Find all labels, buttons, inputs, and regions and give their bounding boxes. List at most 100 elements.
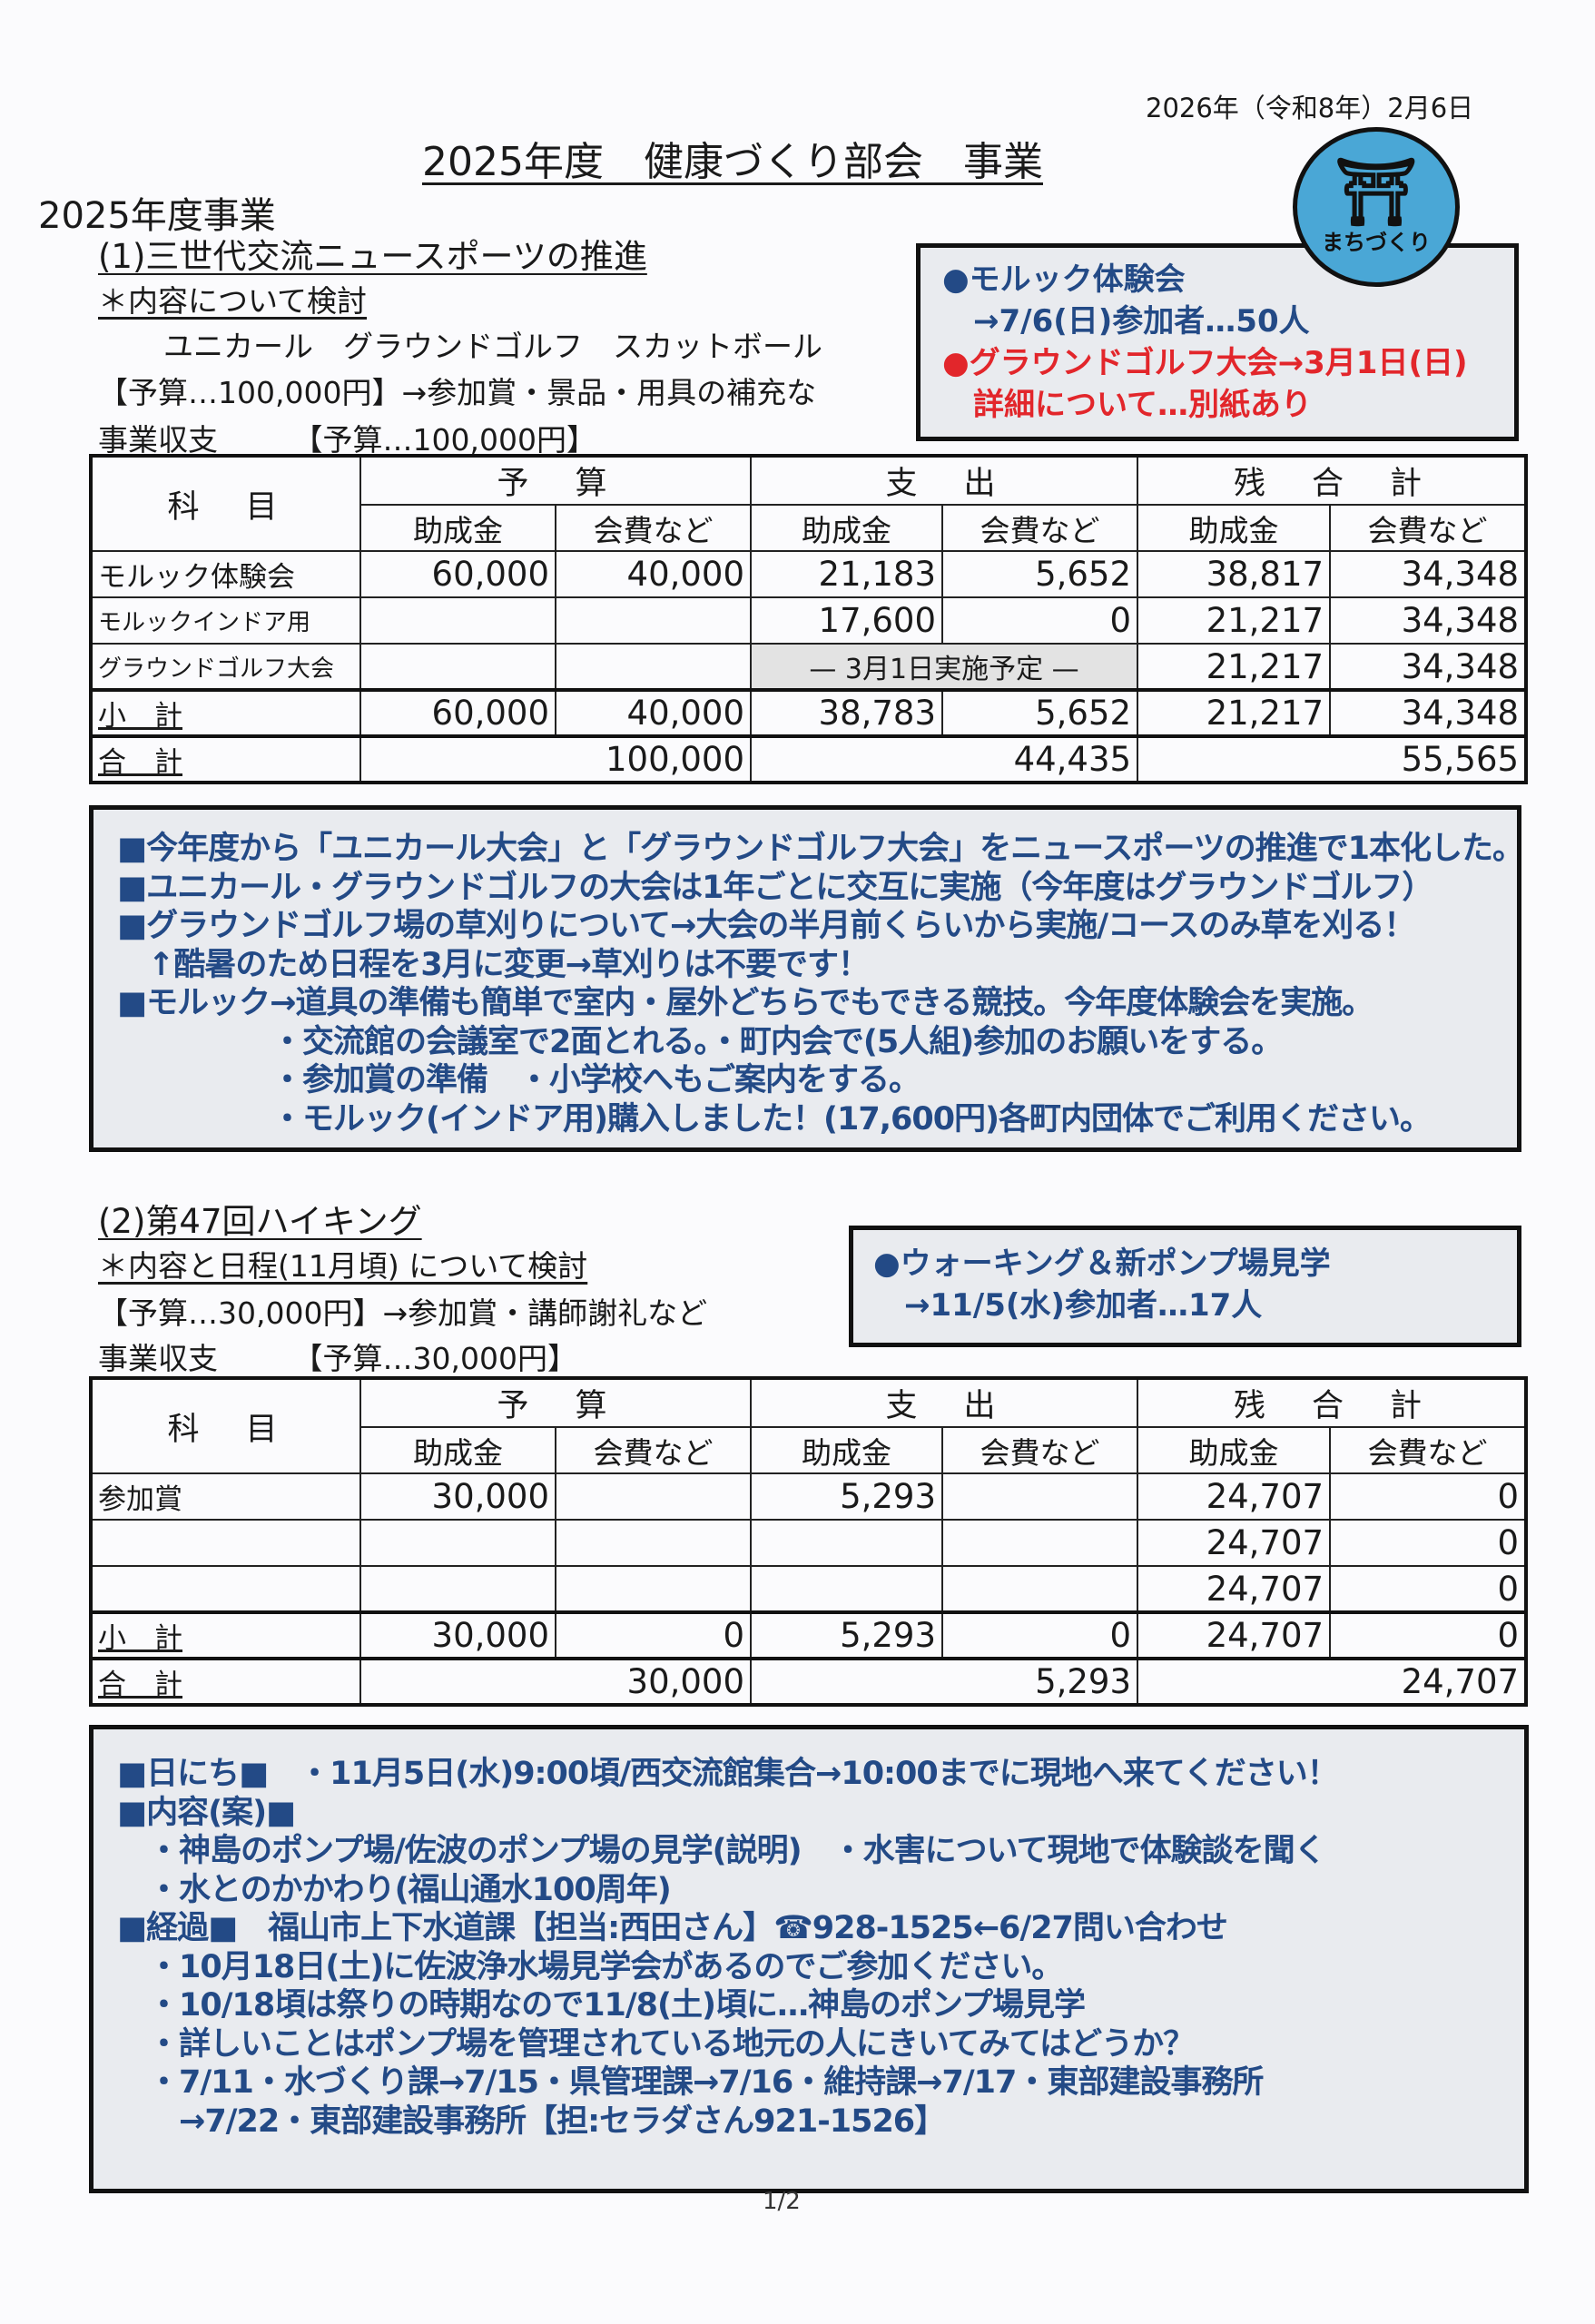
part2-heading: (2)第47回ハイキング	[98, 1202, 422, 1241]
table-cell: 0	[1329, 1565, 1528, 1613]
table-row: 助成金 会費など 助成金 会費など 助成金 会費など	[91, 504, 1528, 552]
part2-callout: ●ウォーキング＆新ポンプ場見学 →11/5(水)参加者…17人	[849, 1226, 1521, 1347]
table-cell: 24,707	[1137, 1519, 1332, 1567]
table-cell	[941, 1472, 1139, 1521]
part2-balance-table: 科 目予 算支 出残 合 計助成金 会費など 助成金 会費など 助成金 会費など 参加賞 30…	[89, 1376, 1529, 1707]
table-row: 科 目予 算支 出残 合 計	[90, 1377, 1528, 1474]
table-cell	[554, 1565, 753, 1613]
part1-balance-label: 事業収支 【予算…100,000円】	[98, 422, 596, 458]
header-expense: 支 出	[750, 1377, 1139, 1428]
table-row: 科 目予 算支 出残 合 計	[90, 455, 1528, 552]
header-subject: 科 目	[90, 455, 361, 552]
note-line: ↑酷暑のため日程を3月に変更→草刈りは不要です！	[117, 946, 870, 983]
note-line: ・10/18頃は祭りの時期なので11/8(土)頃に…神島のポンプ場見学	[117, 1987, 1086, 2024]
table-row: グラウンドゴルフ大会 — 3月1日実施予定 —21,217 34,348	[90, 643, 1528, 691]
header-expense: 支 出	[750, 455, 1139, 506]
header-fees: 会費など	[1329, 504, 1528, 552]
table-cell	[750, 1565, 944, 1613]
table-cell	[554, 1472, 753, 1521]
part2-budget-line: 【予算…30,000円】→参加賞・講師謝礼など	[98, 1295, 708, 1331]
table-cell: 21,217	[1137, 643, 1332, 691]
table-row: 24,707 0	[90, 1519, 1528, 1567]
table-cell	[359, 596, 556, 645]
note-line: ・水とのかかわり(福山通水100周年)	[117, 1871, 672, 1908]
table-cell: 21,217	[1137, 596, 1332, 645]
header-grant: 助成金	[750, 504, 944, 552]
row-label: モルックインドア用	[90, 596, 361, 645]
table-cell	[359, 1565, 556, 1613]
table-row: 合 計 100,000 44,435 55,565	[90, 734, 1528, 783]
subtotal-label: 小 計	[90, 1610, 361, 1659]
table-cell: 0	[1329, 1472, 1528, 1521]
table-row: 助成金 会費など 助成金 会費など 助成金 会費など	[91, 1426, 1528, 1474]
header-fees: 会費など	[1329, 1426, 1528, 1474]
subtotal-cell: 40,000	[554, 688, 753, 737]
subtotal-cell: 30,000	[359, 1610, 556, 1659]
table-cell	[359, 643, 556, 691]
table-cell: 34,348	[1329, 643, 1528, 691]
header-budget: 予 算	[359, 1377, 753, 1428]
row-label: 参加賞	[90, 1472, 361, 1521]
total-expense: 5,293	[750, 1657, 1139, 1706]
part2-sub: ＊内容と日程(11月頃) について検討	[98, 1248, 588, 1284]
part2-balance-label: 事業収支 【予算…30,000円】	[98, 1341, 577, 1376]
subtotal-cell: 24,707	[1137, 1610, 1332, 1659]
table-row: モルック体験会 60,000 40,000 21,183 5,652 38,817 34,3…	[90, 550, 1528, 598]
page-number: 1/2	[763, 2188, 801, 2215]
table-cell: 5,652	[941, 550, 1139, 598]
total-label: 合 計	[90, 734, 361, 783]
subtotal-label: 小 計	[90, 688, 361, 737]
row-label	[90, 1519, 361, 1567]
table-cell: 40,000	[554, 550, 753, 598]
table-cell	[941, 1519, 1139, 1567]
table-cell: 24,707	[1137, 1565, 1332, 1613]
header-grant: 助成金	[359, 1426, 556, 1474]
note-line: ■内容(案)■	[117, 1794, 296, 1831]
table-cell	[554, 1519, 753, 1567]
note-line: ■モルック→道具の準備も簡単で室内・屋外どちらでもできる競技。今年度体験会を実施…	[117, 985, 1373, 1021]
header-fees: 会費など	[941, 1426, 1139, 1474]
total-budget: 30,000	[359, 1657, 753, 1706]
callout-line: ●ウォーキング＆新ポンプ場見学	[873, 1246, 1331, 1282]
callout-line: ●モルック体験会	[942, 261, 1186, 298]
table-cell: 34,348	[1329, 550, 1528, 598]
table-cell	[750, 1519, 944, 1567]
note-line: →7/22・東部建設事務所【担:セラダさん921-1526】	[117, 2102, 946, 2140]
page-title: 2025年度 健康づくり部会 事業	[422, 139, 1043, 185]
header-grant: 助成金	[1137, 1426, 1332, 1474]
note-line: ・神島のポンプ場/佐波のポンプ場の見学(説明) ・水害について現地で体験談を聞く	[117, 1833, 1326, 1869]
machizukuri-logo: ⛩ まちづくり	[1293, 127, 1460, 287]
header-fees: 会費など	[941, 504, 1139, 552]
table-cell: 24,707	[1137, 1472, 1332, 1521]
row-label: グラウンドゴルフ大会	[90, 643, 361, 691]
total-label: 合 計	[90, 1657, 361, 1706]
part2-notes: ■日にち■ ・11月5日(水)9:00頃/西交流館集合→10:00までに現地へ来…	[89, 1725, 1529, 2193]
subtotal-cell: 0	[941, 1610, 1139, 1659]
part1-sub: ＊内容について検討	[98, 283, 368, 319]
note-line: ・参加賞の準備 ・小学校へもご案内をする。	[117, 1062, 921, 1098]
callout-line: →11/5(水)参加者…17人	[873, 1287, 1263, 1324]
subtotal-cell: 0	[554, 1610, 753, 1659]
note-line: ■今年度から「ユニカール大会」と「グラウンドゴルフ大会」をニュースポーツの推進で…	[117, 831, 1524, 867]
table-row: 参加賞 30,000 5,293 24,707 0	[90, 1472, 1528, 1521]
header-grant: 助成金	[1137, 504, 1332, 552]
total-remaining: 55,565	[1137, 734, 1528, 783]
subtotal-cell: 34,348	[1329, 688, 1528, 737]
table-row: 小 計 30,000 0 5,293 0 24,707 0	[90, 1610, 1528, 1659]
table-cell: 17,600	[750, 596, 944, 645]
header-fees: 会費など	[554, 1426, 753, 1474]
header-budget: 予 算	[359, 455, 753, 506]
header-grant: 助成金	[750, 1426, 944, 1474]
document-date: 2026年（令和8年）2月6日	[1146, 93, 1474, 123]
header-grant: 助成金	[359, 504, 556, 552]
note-line: ■経過■ 福山市上下水道課【担当:西田さん】☎928-1525←6/27問い合わ…	[117, 1910, 1228, 1946]
note-line: ・7/11・水づくり課→7/15・県管理課→7/16・維持課→7/17・東部建設…	[117, 2064, 1264, 2101]
note-line: ■日にち■ ・11月5日(水)9:00頃/西交流館集合→10:00までに現地へ来…	[117, 1756, 1339, 1792]
scheduled-note: — 3月1日実施予定 —	[750, 643, 1139, 691]
table-cell: 30,000	[359, 1472, 556, 1521]
callout-line: ●グラウンドゴルフ大会→3月1日(日)	[942, 345, 1468, 381]
note-line: ・モルック(インドア用)購入しました！(17,600円)各町内団体でご利用くださ…	[117, 1100, 1432, 1137]
total-remaining: 24,707	[1137, 1657, 1528, 1706]
table-cell: 38,817	[1137, 550, 1332, 598]
callout-line: 詳細について…別紙あり	[942, 387, 1312, 423]
